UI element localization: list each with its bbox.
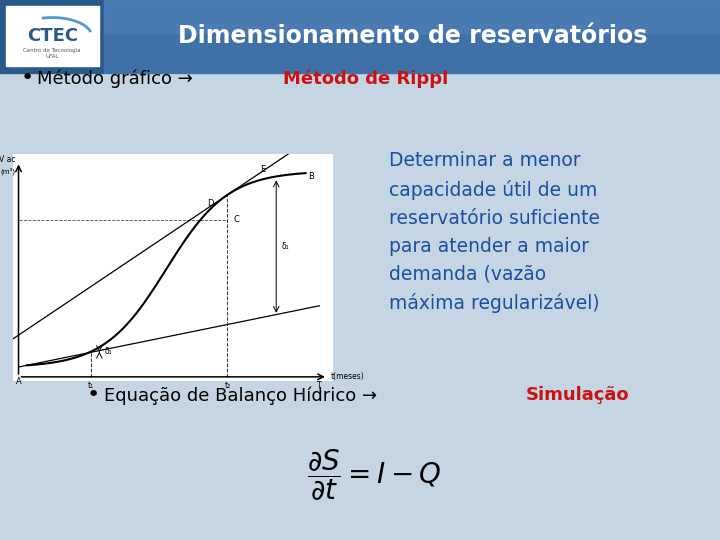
Text: $\dfrac{\partial S}{\partial t} = I - Q$: $\dfrac{\partial S}{\partial t} = I - Q$: [307, 448, 441, 503]
Bar: [0, 0, 104, 73]
Text: δ₁: δ₁: [282, 242, 289, 251]
Text: t₁: t₁: [88, 381, 94, 390]
Text: T: T: [317, 381, 322, 390]
Text: CTEC: CTEC: [27, 28, 78, 45]
Text: Equação de Balanço Hídrico →: Equação de Balanço Hídrico →: [104, 386, 383, 404]
Text: •: •: [86, 385, 99, 406]
Text: C: C: [233, 215, 239, 224]
Text: Método de Rippl: Método de Rippl: [283, 69, 449, 87]
Bar: [6, 6, 99, 66]
Text: D: D: [207, 199, 214, 208]
Text: Centro de Tecnologia
UFAL: Centro de Tecnologia UFAL: [23, 48, 81, 59]
Text: δ₁: δ₁: [105, 347, 112, 356]
Text: •: •: [20, 68, 33, 89]
Text: Método gráfico →: Método gráfico →: [37, 69, 199, 87]
Text: t(meses): t(meses): [330, 373, 364, 381]
Text: B: B: [308, 172, 314, 180]
Text: t₂: t₂: [225, 381, 230, 390]
Text: V ac: V ac: [0, 155, 16, 164]
Text: Determinar a menor
capacidade útil de um
reservatório suficiente
para atender a : Determinar a menor capacidade útil de um…: [389, 151, 600, 313]
Bar: [104, 0, 720, 73]
Bar: [104, 0, 720, 33]
Text: A: A: [16, 377, 22, 386]
Text: Simulação: Simulação: [526, 386, 629, 404]
Text: E: E: [260, 165, 265, 174]
Text: Dimensionamento de reservatórios: Dimensionamento de reservatórios: [178, 24, 647, 49]
Text: (m³): (m³): [1, 167, 16, 175]
